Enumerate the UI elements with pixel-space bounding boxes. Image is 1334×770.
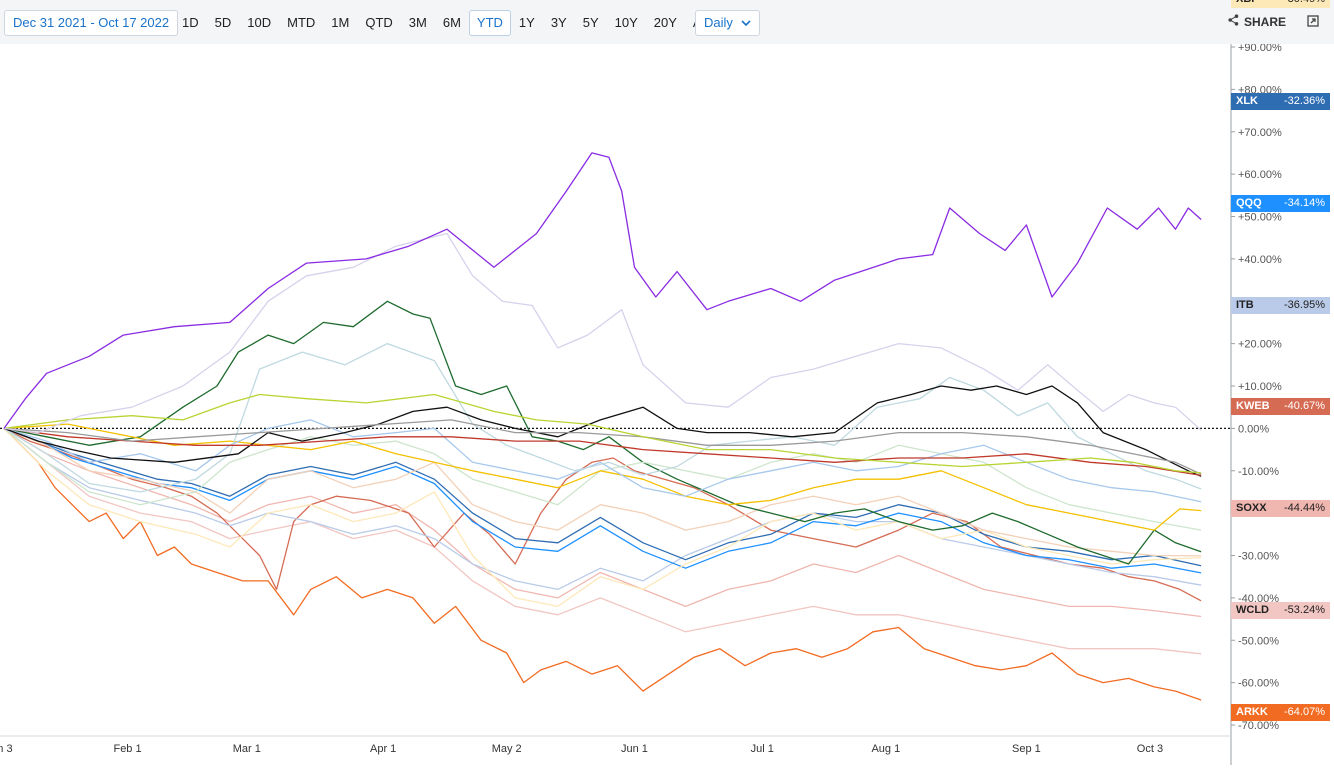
series-line-xlv[interactable] — [3, 427, 1202, 477]
legend-value: -40.67% — [1284, 400, 1325, 413]
legend-value: -34.14% — [1284, 196, 1325, 209]
performance-chart[interactable]: +90.00%+80.00%+70.00%+60.00%+50.00%+40.0… — [0, 42, 1334, 765]
series-line-xlk[interactable] — [3, 427, 1202, 567]
y-tick-label: -60.00% — [1238, 678, 1279, 690]
period-button-3y[interactable]: 3Y — [550, 15, 567, 30]
series-line-itb[interactable] — [3, 427, 1202, 591]
legend-item-wcld[interactable]: WCLD -53.24% — [1231, 602, 1330, 620]
series-line-xle[interactable] — [3, 152, 1202, 429]
legend-ticker: KWEB — [1236, 400, 1270, 413]
chart-toolbar: Dec 31 2021 - Oct 17 2022 1D 5D 10D MTD 1M QT… — [0, 0, 1334, 44]
period-button-10y[interactable]: 10Y — [614, 15, 638, 30]
y-tick-label: -40.00% — [1238, 593, 1279, 605]
y-tick-label: +10.00% — [1238, 381, 1282, 393]
series-line-arkk[interactable] — [3, 427, 1202, 701]
y-tick-label: +60.00% — [1238, 169, 1282, 181]
period-button-10d[interactable]: 10D — [247, 15, 272, 30]
x-tick-label: Mar 1 — [233, 743, 261, 755]
chevron-down-icon — [740, 11, 752, 43]
series-line-tan[interactable] — [3, 342, 1202, 493]
period-button-1y[interactable]: 1Y — [518, 15, 535, 30]
series-line-wcld[interactable] — [3, 427, 1202, 655]
x-tick-label: May 2 — [492, 743, 522, 755]
period-button-20y[interactable]: 20Y — [653, 15, 677, 30]
series-line-gdx[interactable] — [3, 300, 1202, 565]
series-line-kweb[interactable] — [3, 427, 1202, 602]
series-line-cibr[interactable] — [3, 427, 1202, 557]
x-tick-label: Aug 1 — [871, 743, 900, 755]
legend-value: -36.95% — [1284, 298, 1325, 311]
legend-item-xlk[interactable]: XLK -32.36% — [1231, 92, 1330, 110]
y-tick-label: +50.00% — [1238, 212, 1282, 224]
legend-value: -30.49% — [1284, 0, 1325, 8]
legend-item-itb[interactable]: ITB -36.95% — [1231, 296, 1330, 314]
interval-dropdown[interactable]: Daily — [695, 10, 760, 36]
share-icon — [1228, 14, 1239, 29]
legend-value: -44.44% — [1284, 502, 1325, 515]
series-line-gld[interactable] — [3, 393, 1202, 474]
y-tick-label: -50.00% — [1238, 635, 1279, 647]
y-tick-label: +70.00% — [1238, 127, 1282, 139]
legend-ticker: QQQ — [1236, 196, 1262, 209]
period-button-5d[interactable]: 5D — [214, 15, 232, 30]
y-tick-label: +20.00% — [1238, 339, 1282, 351]
legend-ticker: XBI — [1236, 0, 1254, 8]
series-line-soxx[interactable] — [3, 427, 1202, 618]
date-range-picker[interactable]: Dec 31 2021 - Oct 17 2022 — [4, 10, 179, 36]
x-tick-label: Sep 1 — [1012, 743, 1041, 755]
series-line-ura[interactable] — [3, 419, 1202, 503]
period-button-1d[interactable]: 1D — [182, 15, 199, 30]
y-tick-label: -30.00% — [1238, 551, 1279, 563]
period-button-6m[interactable]: 6M — [442, 15, 461, 30]
legend-item-arkk[interactable]: ARKK -64.07% — [1231, 704, 1330, 721]
legend-ticker: ITB — [1236, 298, 1254, 311]
legend-item-xbi[interactable]: XBI -30.49% — [1231, 0, 1330, 8]
share-button[interactable]: SHARE — [1228, 14, 1286, 29]
expand-icon[interactable] — [1306, 14, 1320, 28]
legend-item-qqq[interactable]: QQQ -34.14% — [1231, 194, 1330, 212]
period-button-mtd[interactable]: MTD — [287, 15, 316, 30]
legend-value: -53.24% — [1284, 604, 1325, 617]
period-button-5y[interactable]: 5Y — [582, 15, 599, 30]
legend-ticker: SOXX — [1236, 502, 1267, 515]
period-button-3m[interactable]: 3M — [408, 15, 427, 30]
y-tick-label: -70.00% — [1238, 720, 1279, 732]
legend-ticker: WCLD — [1236, 604, 1269, 617]
series-line-xlu[interactable] — [3, 385, 1202, 477]
period-button-qtd[interactable]: QTD — [365, 15, 393, 30]
y-tick-label: 0.00% — [1238, 423, 1269, 435]
y-tick-label: +90.00% — [1238, 44, 1282, 54]
series-line-xme[interactable] — [3, 232, 1202, 434]
x-tick-label: Oct 3 — [1137, 743, 1163, 755]
y-tick-label: -10.00% — [1238, 466, 1279, 478]
x-tick-label: Jul 1 — [751, 743, 774, 755]
legend-value: -32.36% — [1284, 94, 1325, 107]
y-tick-label: +40.00% — [1238, 254, 1282, 266]
legend-value: -64.07% — [1284, 706, 1325, 718]
period-button-1m[interactable]: 1M — [331, 15, 350, 30]
x-tick-label: an 3 — [0, 743, 13, 755]
share-label: SHARE — [1244, 14, 1287, 29]
period-button-ytd[interactable]: YTD — [468, 10, 511, 36]
period-selector: 1D5D10DMTD1MQTD3M6MYTD1Y3Y5Y10Y20YALL — [174, 10, 724, 36]
series-line-xbi[interactable] — [3, 427, 1202, 608]
legend-item-kweb[interactable]: KWEB -40.67% — [1231, 398, 1330, 416]
series-line-xlf[interactable] — [3, 423, 1202, 531]
series-line-qqq[interactable] — [3, 427, 1202, 574]
x-tick-label: Apr 1 — [370, 743, 396, 755]
legend-ticker: XLK — [1236, 94, 1258, 107]
x-tick-label: Jun 1 — [621, 743, 648, 755]
interval-label: Daily — [704, 15, 733, 30]
legend-item-soxx[interactable]: SOXX -44.44% — [1231, 500, 1330, 518]
x-tick-label: Feb 1 — [113, 743, 141, 755]
legend-ticker: ARKK — [1236, 706, 1268, 718]
